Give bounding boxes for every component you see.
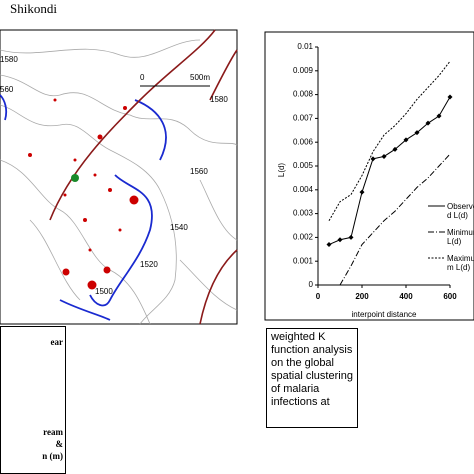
x-tick-label: 400 [399,292,413,301]
chart-frame [264,31,474,321]
point [326,242,332,248]
legend-box-line: n (m) [42,451,63,461]
series-line [339,153,451,286]
series-line [328,60,451,221]
x-tick-label: 200 [355,292,369,301]
legend-box-line: ear [50,337,64,347]
series-line [328,96,451,245]
point [403,137,409,143]
legend-label: Minimum L(d) [447,228,474,246]
point [425,120,431,126]
legend-box-line: ream [43,427,63,437]
y-tick-label: 0.01 [297,42,313,51]
map-label: 1520 [140,260,158,269]
x-axis-label: interpoint distance [352,310,417,319]
legend-box: ear ream & n (m) [0,326,66,474]
y-tick-label: 0.005 [293,161,314,170]
y-tick-label: 0.006 [293,137,314,146]
map-label: 0 [140,73,145,82]
point [359,189,365,195]
x-tick-label: 600 [443,292,457,301]
y-tick-label: 0.003 [293,209,314,218]
point [370,156,376,162]
map-label: 1580 [0,55,18,64]
y-tick-label: 0.008 [293,90,314,99]
point [436,113,442,119]
map-label: 1540 [170,223,188,232]
y-tick-label: 0.002 [293,233,314,242]
figure-title: Shikondi [10,1,57,16]
map-label: 560 [0,85,14,94]
legend-label: Observed L(d) [447,202,474,220]
y-tick-label: 0.004 [293,185,314,194]
map [0,29,238,325]
point [348,234,354,240]
map-label: 1500 [95,287,113,296]
map-label: 1580 [210,95,228,104]
legend-label: Maximum L(d) [447,254,474,272]
point [392,146,398,152]
y-tick-label: 0.007 [293,114,314,123]
y-tick-label: 0.001 [293,256,314,265]
map-label: 1560 [190,167,208,176]
y-tick-label: 0.009 [293,66,314,75]
y-tick-label: 0 [309,280,314,289]
point [381,153,387,159]
x-tick-label: 0 [316,292,321,301]
caption-box: weighted K function analysis on the glob… [266,328,358,428]
map-label: 500m [190,73,210,82]
point [414,130,420,136]
point [447,94,453,100]
point [337,237,343,243]
legend-box-line: & [55,439,64,449]
y-axis-label: L(d) [277,163,286,178]
